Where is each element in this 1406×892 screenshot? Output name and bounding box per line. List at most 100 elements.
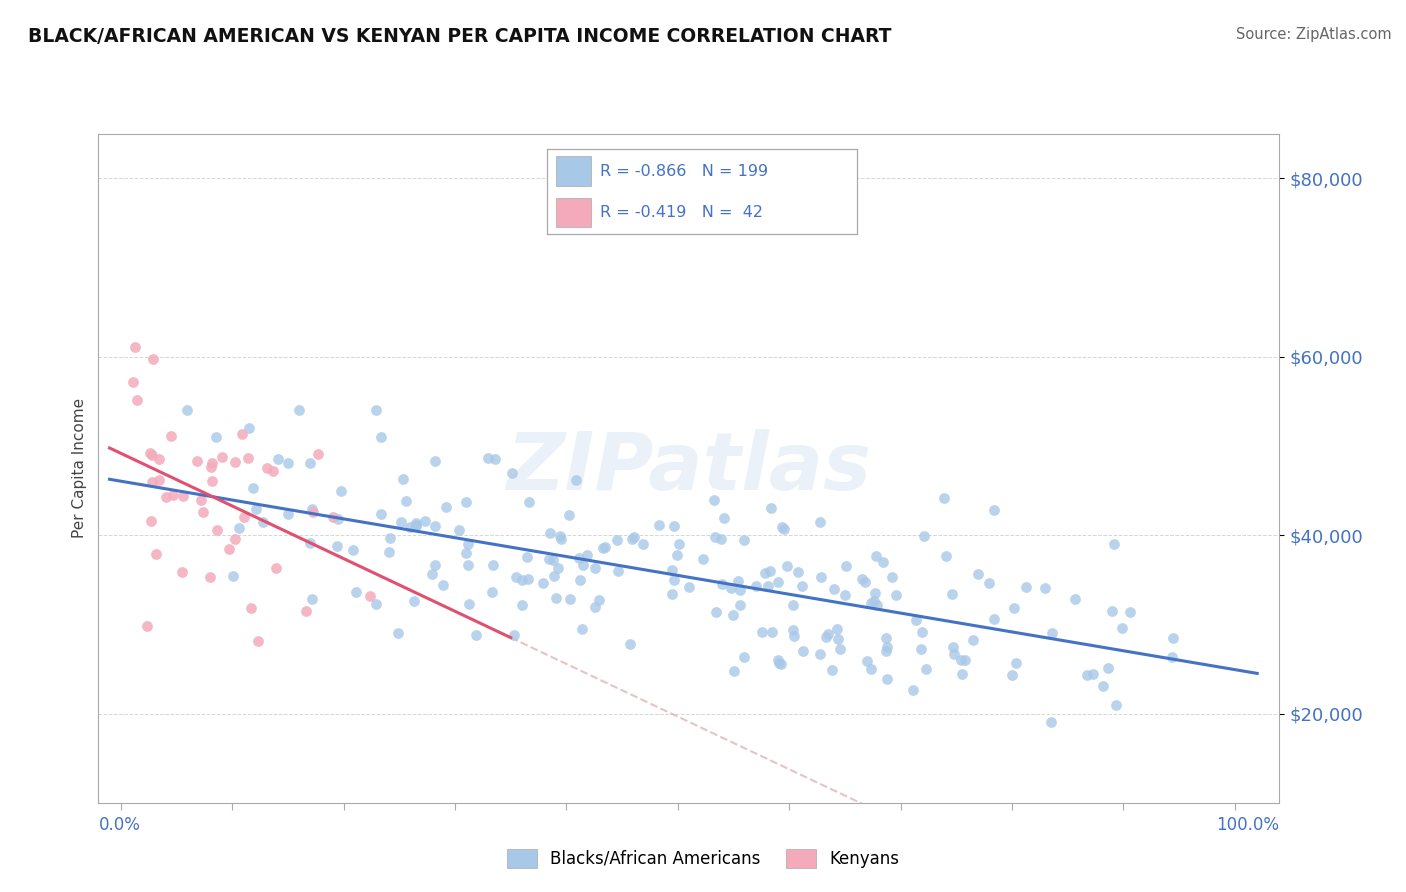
Point (851, 572, 873, 586)
Y-axis label: Per Capita Income: Per Capita Income (72, 398, 87, 539)
Point (224, 455, 246, 469)
Point (139, 446, 162, 460)
Point (853, 575, 876, 590)
Point (501, 466, 523, 480)
Point (866, 598, 889, 612)
Point (405, 518, 427, 533)
Point (205, 430, 228, 444)
Point (543, 569, 565, 583)
Point (942, 640, 965, 655)
Point (423, 519, 446, 533)
Point (464, 627, 486, 641)
Point (242, 481, 264, 495)
Point (834, 588, 856, 602)
Point (510, 573, 533, 587)
Point (326, 539, 349, 553)
Point (759, 564, 782, 578)
Point (910, 641, 932, 656)
Point (768, 656, 790, 670)
Point (912, 529, 935, 543)
Point (329, 483, 352, 498)
Point (136, 619, 159, 633)
Point (359, 589, 381, 603)
Point (186, 454, 208, 468)
Point (517, 495, 540, 509)
Text: Source: ZipAtlas.com: Source: ZipAtlas.com (1236, 27, 1392, 42)
Point (773, 523, 796, 537)
Point (876, 640, 898, 655)
Point (886, 588, 908, 602)
Point (606, 533, 628, 548)
Point (160, 428, 183, 442)
Point (546, 591, 568, 605)
Point (827, 632, 849, 646)
Point (457, 537, 479, 551)
Point (425, 454, 447, 468)
Point (402, 594, 425, 608)
Point (977, 576, 1000, 591)
Point (761, 625, 783, 640)
Point (619, 637, 641, 651)
Point (141, 448, 163, 462)
Point (124, 340, 146, 354)
Point (911, 625, 934, 640)
Point (1105, 698, 1128, 712)
Point (456, 495, 478, 509)
Point (901, 683, 924, 698)
Point (558, 508, 581, 522)
Point (420, 566, 443, 581)
Point (1119, 605, 1142, 619)
Point (295, 604, 318, 618)
Point (301, 502, 323, 516)
Point (810, 570, 832, 584)
Point (1111, 621, 1133, 635)
Point (768, 653, 790, 667)
Point (859, 662, 882, 676)
Point (392, 472, 415, 486)
Point (366, 597, 388, 611)
Point (256, 461, 278, 475)
Point (827, 622, 849, 636)
Point (395, 494, 418, 508)
Point (720, 581, 742, 595)
Point (432, 578, 454, 592)
Text: 0.0%: 0.0% (98, 816, 141, 834)
Point (914, 661, 936, 675)
Point (835, 558, 858, 573)
Point (262, 464, 284, 478)
Point (756, 579, 779, 593)
Point (860, 596, 883, 610)
Point (661, 563, 683, 577)
Point (121, 375, 143, 389)
Text: R = -0.419   N =  42: R = -0.419 N = 42 (600, 205, 763, 220)
Point (125, 392, 148, 407)
Point (322, 510, 344, 524)
Point (572, 558, 595, 572)
Point (1101, 604, 1123, 618)
Point (155, 490, 177, 504)
Point (782, 623, 804, 637)
Text: R = -0.866   N = 199: R = -0.866 N = 199 (600, 163, 768, 178)
Point (583, 561, 606, 575)
Point (727, 574, 749, 588)
Point (148, 473, 170, 487)
Point (662, 573, 685, 587)
Point (457, 558, 479, 572)
Point (770, 520, 793, 534)
Point (817, 627, 839, 641)
Text: 100.0%: 100.0% (1216, 816, 1279, 834)
Point (856, 654, 879, 668)
Point (503, 628, 526, 642)
Point (863, 594, 886, 608)
Point (246, 634, 269, 648)
Point (148, 451, 170, 466)
Point (145, 547, 167, 561)
Point (550, 533, 572, 547)
Point (1002, 601, 1025, 615)
Point (949, 653, 972, 667)
Point (664, 519, 686, 533)
Point (623, 530, 645, 544)
Point (568, 550, 591, 565)
Point (240, 600, 263, 615)
Point (823, 582, 845, 596)
